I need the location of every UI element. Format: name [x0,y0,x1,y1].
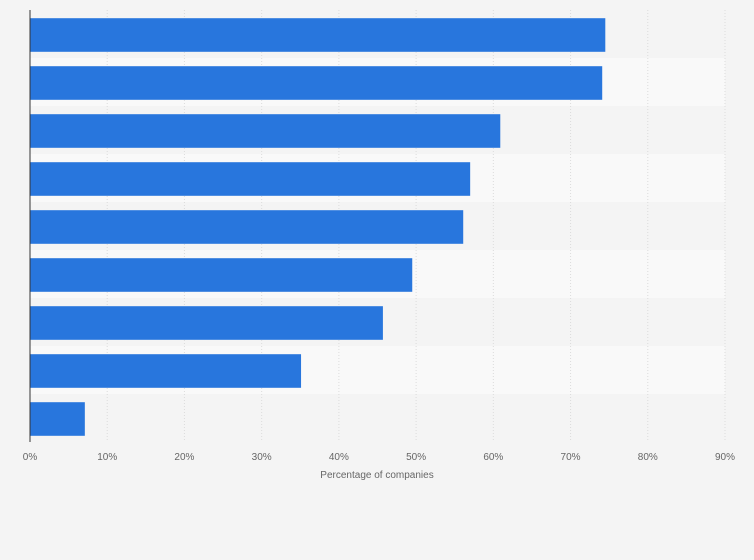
row-band [30,394,725,442]
x-tick-label: 60% [483,452,503,463]
x-tick-label: 90% [715,452,735,463]
x-tick-label: 20% [174,452,194,463]
bar [30,66,603,100]
bar [30,306,383,340]
bar [30,402,85,436]
x-tick-label: 30% [252,452,272,463]
x-tick-label: 50% [406,452,426,463]
bar [30,354,302,388]
x-tick-labels: 0% 10% 20% 30% 40% 50% 60% 70% 80% 90% [23,452,735,463]
x-tick-label: 40% [329,452,349,463]
x-tick-label: 0% [23,452,38,463]
bars [30,18,606,436]
bar [30,18,606,52]
x-tick-label: 10% [97,452,117,463]
x-tick-label: 80% [638,452,658,463]
x-axis-title: Percentage of companies [320,470,433,481]
bar [30,210,464,244]
bar [30,258,413,292]
bar [30,114,501,148]
bar [30,162,471,196]
x-tick-label: 70% [561,452,581,463]
